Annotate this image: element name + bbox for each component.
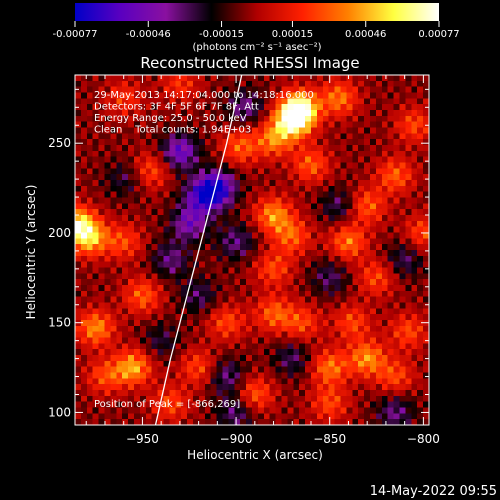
- colorbar-unit-label: (photons cm⁻² s⁻¹ asec⁻²): [192, 42, 321, 53]
- solar-limb-curve: [154, 75, 243, 425]
- colorbar-tick-label: -0.00015: [199, 29, 244, 40]
- peak-position-label: Position of Peak = [-866,269]: [94, 399, 240, 410]
- colorbar-tick-label: 0.00046: [345, 29, 386, 40]
- x-tick-label: −950: [126, 432, 159, 446]
- y-tick-label: 150: [48, 316, 71, 330]
- annotation-line: Detectors: 3F 4F 5F 6F 7F 8F, Att: [94, 102, 259, 113]
- heatmap-image: [75, 75, 429, 425]
- annotation-line: 29-May-2013 14:17:04.000 to 14:18:16.000: [94, 90, 314, 101]
- colorbar-tick-label: -0.00077: [53, 29, 98, 40]
- chart-title: Reconstructed RHESSI Image: [140, 54, 359, 72]
- x-tick-label: −900: [220, 432, 253, 446]
- y-tick-label: 100: [48, 405, 71, 419]
- plot-area: −950 −900 −850 −800 100 150 200 250: [48, 74, 440, 446]
- footer-date: 14-May-2022 09:55: [370, 484, 497, 499]
- observation-annotations: 29-May-2013 14:17:04.000 to 14:18:16.000…: [94, 90, 314, 136]
- colorbar-tick-label: -0.00046: [126, 29, 171, 40]
- y-tick-label: 200: [48, 226, 71, 240]
- x-axis-label: Heliocentric X (arcsec): [187, 448, 323, 462]
- y-axis-label: Heliocentric Y (arcsec): [24, 185, 38, 320]
- colorbar-tick-label: 0.00015: [272, 29, 313, 40]
- y-axis: 100 150 200 250: [48, 88, 429, 419]
- colorbar-tick-labels: -0.00077 -0.00046 -0.00015 0.00015 0.00046 0.…: [53, 29, 460, 40]
- plot-frame: [74, 74, 430, 426]
- annotation-line: Clean Total counts: 1.94E+03: [94, 125, 251, 136]
- colorbar-strip: [75, 3, 439, 21]
- annotation-line: Energy Range: 25.0 - 50.0 keV: [94, 113, 247, 124]
- colorbar: -0.00077 -0.00046 -0.00015 0.00015 0.00046 0.…: [53, 3, 460, 53]
- x-tick-label: −800: [407, 432, 440, 446]
- colorbar-tick-label: 0.00077: [418, 29, 459, 40]
- x-axis: −950 −900 −850 −800: [85, 75, 440, 446]
- y-tick-label: 250: [48, 136, 71, 150]
- colorbar-ticks: [74, 21, 440, 27]
- x-tick-label: −850: [313, 432, 346, 446]
